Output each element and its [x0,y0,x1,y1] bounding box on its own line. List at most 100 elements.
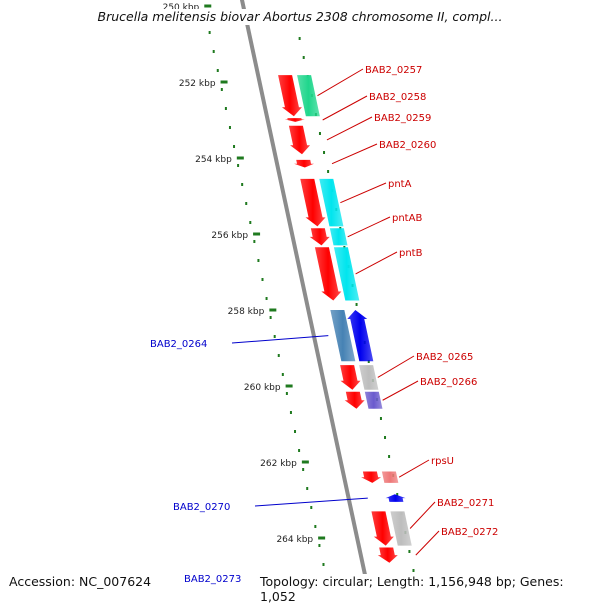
cds-block [364,391,383,409]
gene-labels: BAB2_0257 BAB2_0258 BAB2_0259 BAB2_0260 pntA… [150,65,498,585]
label-leader [398,459,430,478]
ruler-dot [294,430,297,433]
accession-text: Accession: NC_007624 [9,574,152,589]
ruler-dot [285,392,288,395]
label-leader [347,216,391,238]
outer-ruler-dot [302,56,305,59]
ruler-dot [253,240,256,243]
gene-label: BAB2_0258 [369,92,426,103]
label-leader [377,355,415,378]
gene-arrow [309,228,330,246]
gene-arrow [294,159,315,168]
label-leader [355,251,398,275]
ruler-dot [233,145,236,148]
gene-label: BAB2_0265 [416,352,473,363]
gene-features [278,75,425,600]
gene-label: BAB2_0272 [441,527,498,538]
ruler-dot [269,316,272,319]
gene-label: pntB [399,248,423,259]
gene-arrow [288,125,311,155]
outer-ruler-dot [379,417,382,420]
label-leader [415,530,440,556]
ruler-dot [208,31,211,34]
gene-label: BAB2_0259 [374,113,431,124]
ruler-dot [314,525,317,528]
ruler-dot [241,183,244,186]
outer-ruler-dot [412,569,415,572]
outer-ruler-dot [384,436,387,439]
gene-arrow [340,365,361,390]
gene-arrow [300,178,326,227]
ruler-dot [273,335,276,338]
label-leader [254,497,368,507]
ruler-tick-label: 264 kbp [276,535,313,545]
ruler-dot [228,126,231,129]
label-leader [382,380,419,401]
ruler-dot [298,449,301,452]
ruler-dot [245,202,248,205]
outer-ruler-dot [355,303,358,306]
cds-block [359,365,379,390]
ruler-dot [220,88,223,91]
ruler-dot [318,544,321,547]
label-leader [326,116,373,141]
ruler-tick-label: 262 kbp [260,459,297,469]
backbone [239,0,373,600]
ruler-dot [322,563,325,566]
ruler-tick-label: 260 kbp [244,383,281,393]
outer-ruler-dot [367,360,370,363]
outer-ruler-dot [388,455,391,458]
outer-ruler-dot [298,37,301,40]
outer-ruler-dot [327,170,330,173]
gene-label: rpsU [431,456,454,467]
cds-block [390,511,412,546]
ruler-dot [277,354,280,357]
ruler-dot [265,297,268,300]
ruler-dot [281,373,284,376]
ruler-tick-label: 258 kbp [228,307,265,317]
ruler-dot [306,487,309,490]
label-leader [409,501,436,529]
cds-block [333,247,360,301]
gene-arrow [377,547,398,563]
map-title: Brucella melitensis biovar Abortus 2308 … [0,9,600,25]
gene-label: BAB2_0273 [184,574,241,585]
ruler-tick-label: 256 kbp [211,231,248,241]
gene-label: pntAB [392,213,422,224]
ruler-ticks: 250 kbp 252 kbp 254 kbp 256 kbp 258 kbp 260 k… [163,3,326,545]
gene-label: BAB2_0257 [365,65,422,76]
cds-block [297,75,320,117]
gene-label: pntA [388,179,412,190]
ruler-tick-label: 252 kbp [179,79,216,89]
ruler-dot [261,278,264,281]
ruler-dot [302,468,305,471]
ruler-dot [216,69,219,72]
topology-summary: Topology: circular; Length: 1,156,948 bp… [260,574,600,604]
outer-ruler-dot [396,493,399,496]
gene-label: BAB2_0271 [437,498,494,509]
cds-block [319,178,344,227]
gene-arrow [278,75,302,117]
gene-label: BAB2_0266 [420,377,477,388]
ruler-dot [249,221,252,224]
outer-ruler-dot [318,132,321,135]
gene-arrow [361,471,382,483]
ruler-tick-label: 254 kbp [195,155,232,165]
label-leader [322,95,368,121]
gene-arrow [385,494,406,502]
label-leader [317,68,364,97]
ruler-dot [237,164,240,167]
label-leader [331,143,378,165]
ruler-tick-label: 250 kbp [163,3,200,13]
label-leader [231,335,329,344]
ruler-dot [289,411,292,414]
gene-arrow [347,310,374,362]
gene-arrow [284,118,305,122]
ruler-dot [212,50,215,53]
ruler-dot [310,506,313,509]
ruler-dot [257,259,260,262]
cds-block [330,310,356,362]
ruler-dot [224,107,227,110]
gene-arrow [344,391,365,409]
